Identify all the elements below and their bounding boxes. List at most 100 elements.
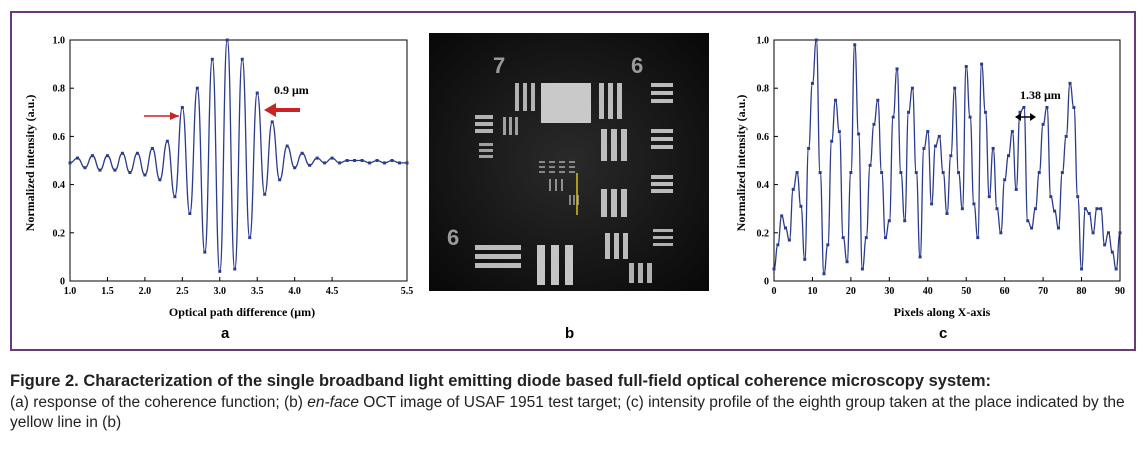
target-bar bbox=[539, 161, 545, 163]
panel-c-data-point bbox=[1087, 212, 1091, 216]
panel-a-data-point bbox=[143, 173, 147, 177]
target-bar bbox=[651, 145, 673, 149]
panel-c-data-point bbox=[1103, 243, 1107, 247]
panel-a-data-point bbox=[90, 154, 94, 158]
panel-c-data-point bbox=[772, 267, 776, 271]
panel-a-data-point bbox=[105, 154, 109, 158]
panel-c-data-point bbox=[841, 236, 845, 240]
target-bar bbox=[617, 83, 622, 119]
panel-c-data-point bbox=[1091, 231, 1095, 235]
panel-a-data-point bbox=[135, 151, 139, 155]
caption-body-part-2: OCT image of USAF 1951 test target; (c) … bbox=[10, 394, 1125, 431]
target-bar bbox=[475, 122, 493, 126]
target-bar bbox=[475, 245, 521, 250]
panel-a-data-point bbox=[248, 236, 252, 240]
panel-a-data-point bbox=[195, 86, 199, 90]
panel-c-annotation: 1.38 μm bbox=[1020, 88, 1061, 102]
panel-c-data-point bbox=[914, 171, 918, 175]
target-bar bbox=[475, 115, 493, 119]
target-bar bbox=[475, 263, 521, 268]
panel-c-data-point bbox=[972, 202, 976, 206]
panel-a-x-tick-label: 3.5 bbox=[251, 286, 264, 297]
usaf-target-image: 7 6 6 bbox=[429, 33, 709, 291]
target-bar bbox=[621, 129, 627, 161]
panel-c-data-point bbox=[999, 231, 1003, 235]
panel-c-data-point bbox=[1118, 231, 1122, 235]
panel-c-data-point bbox=[1076, 195, 1080, 199]
panel-a-data-point bbox=[173, 195, 177, 199]
panel-c-data-point bbox=[1037, 171, 1041, 175]
panel-c-x-tick-label: 20 bbox=[846, 286, 856, 297]
panel-c-data-point bbox=[1068, 81, 1072, 85]
panel-c-data-point bbox=[860, 267, 864, 271]
target-bar bbox=[653, 243, 673, 246]
panel-a-data-point bbox=[285, 144, 289, 148]
panel-c-plot-area: 0 10 20 30 40 50 60 70 80 90 0 0.2 0.4 0.6 0.8 1.0 bbox=[757, 36, 1126, 298]
panel-c-data-point bbox=[784, 226, 788, 230]
panel-a-data-point bbox=[203, 250, 207, 254]
target-bar bbox=[653, 229, 673, 232]
panel-c-data-point bbox=[1010, 130, 1014, 134]
target-bar bbox=[599, 83, 604, 119]
target-bar bbox=[651, 129, 673, 133]
panel-c-data-point bbox=[849, 171, 853, 175]
panel-letter-c: c bbox=[939, 325, 948, 342]
target-bar bbox=[539, 166, 545, 168]
panel-c-data-point bbox=[837, 130, 841, 134]
panel-c-data-point bbox=[953, 86, 957, 90]
panel-c-data-point bbox=[910, 86, 914, 90]
panel-c-data-point bbox=[1106, 231, 1110, 235]
target-bar bbox=[577, 195, 579, 205]
target-bar bbox=[651, 83, 673, 87]
panel-c-data-point bbox=[1064, 134, 1068, 138]
panel-c-ylabel: Normalized intensity (a.u.) bbox=[734, 95, 748, 232]
target-bar bbox=[523, 83, 527, 111]
panel-c-data-point bbox=[903, 219, 907, 223]
caption-body-italic: en-face bbox=[307, 394, 359, 411]
panel-a-x-tick-label: 4.5 bbox=[326, 286, 339, 297]
target-bar bbox=[551, 245, 559, 285]
panel-a-data-point bbox=[225, 38, 229, 42]
panel-c-data-point bbox=[980, 62, 984, 66]
panel-c-data-point bbox=[1099, 207, 1103, 211]
target-bar bbox=[569, 161, 575, 163]
panel-c-data-point bbox=[791, 187, 795, 191]
panel-c-data-point bbox=[1080, 267, 1084, 271]
panel-c-x-tick-label: 40 bbox=[923, 286, 933, 297]
panel-a-data-point bbox=[383, 161, 387, 165]
panel-c-data-point bbox=[814, 38, 818, 42]
target-bar bbox=[647, 263, 652, 283]
panel-a-data-point bbox=[315, 156, 319, 160]
target-bar bbox=[475, 254, 521, 259]
target-numeral: 6 bbox=[447, 225, 459, 250]
panel-c-data-point bbox=[1049, 195, 1053, 199]
panel-c-data-point bbox=[787, 238, 791, 242]
panel-c-data-point bbox=[822, 272, 826, 276]
target-bar bbox=[515, 83, 519, 111]
panel-c-data-point bbox=[995, 207, 999, 211]
target-bar bbox=[601, 129, 607, 161]
panel-c-data-point bbox=[1083, 207, 1087, 211]
target-bar bbox=[479, 149, 493, 152]
panel-c-data-point bbox=[1007, 154, 1011, 158]
target-bar bbox=[559, 166, 565, 168]
panel-a-axes-frame bbox=[69, 39, 408, 282]
panel-c-data-point bbox=[933, 144, 937, 148]
panel-c-chart: 0 10 20 30 40 50 60 70 80 90 0 0.2 0.4 0.6 0.8 1.0 Pixe… bbox=[734, 36, 1126, 320]
target-bar bbox=[573, 195, 575, 205]
panel-c-data-point bbox=[983, 110, 987, 114]
target-bar bbox=[515, 117, 518, 135]
panel-c-data-point bbox=[1060, 171, 1064, 175]
panel-a-data-point bbox=[233, 267, 237, 271]
target-bar bbox=[614, 233, 619, 259]
panel-c-data-point bbox=[941, 171, 945, 175]
panel-c-arrow-head-right bbox=[1030, 113, 1036, 121]
panel-a-left-arrow-head bbox=[170, 112, 179, 120]
panel-a-plot-area: 1.0 1.5 2.0 2.5 3.0 3.5 4.0 4.5 5.5 0 0.2 0.4 0.6 0.8… bbox=[53, 36, 414, 298]
panel-c-series-line bbox=[773, 39, 1121, 275]
panel-a-data-point bbox=[398, 161, 402, 165]
panel-a-y-tick-label: 0.6 bbox=[53, 132, 66, 143]
target-bar bbox=[559, 161, 565, 163]
panel-a-x-tick-label: 3.0 bbox=[214, 286, 227, 297]
panel-c-data-point bbox=[964, 65, 968, 69]
